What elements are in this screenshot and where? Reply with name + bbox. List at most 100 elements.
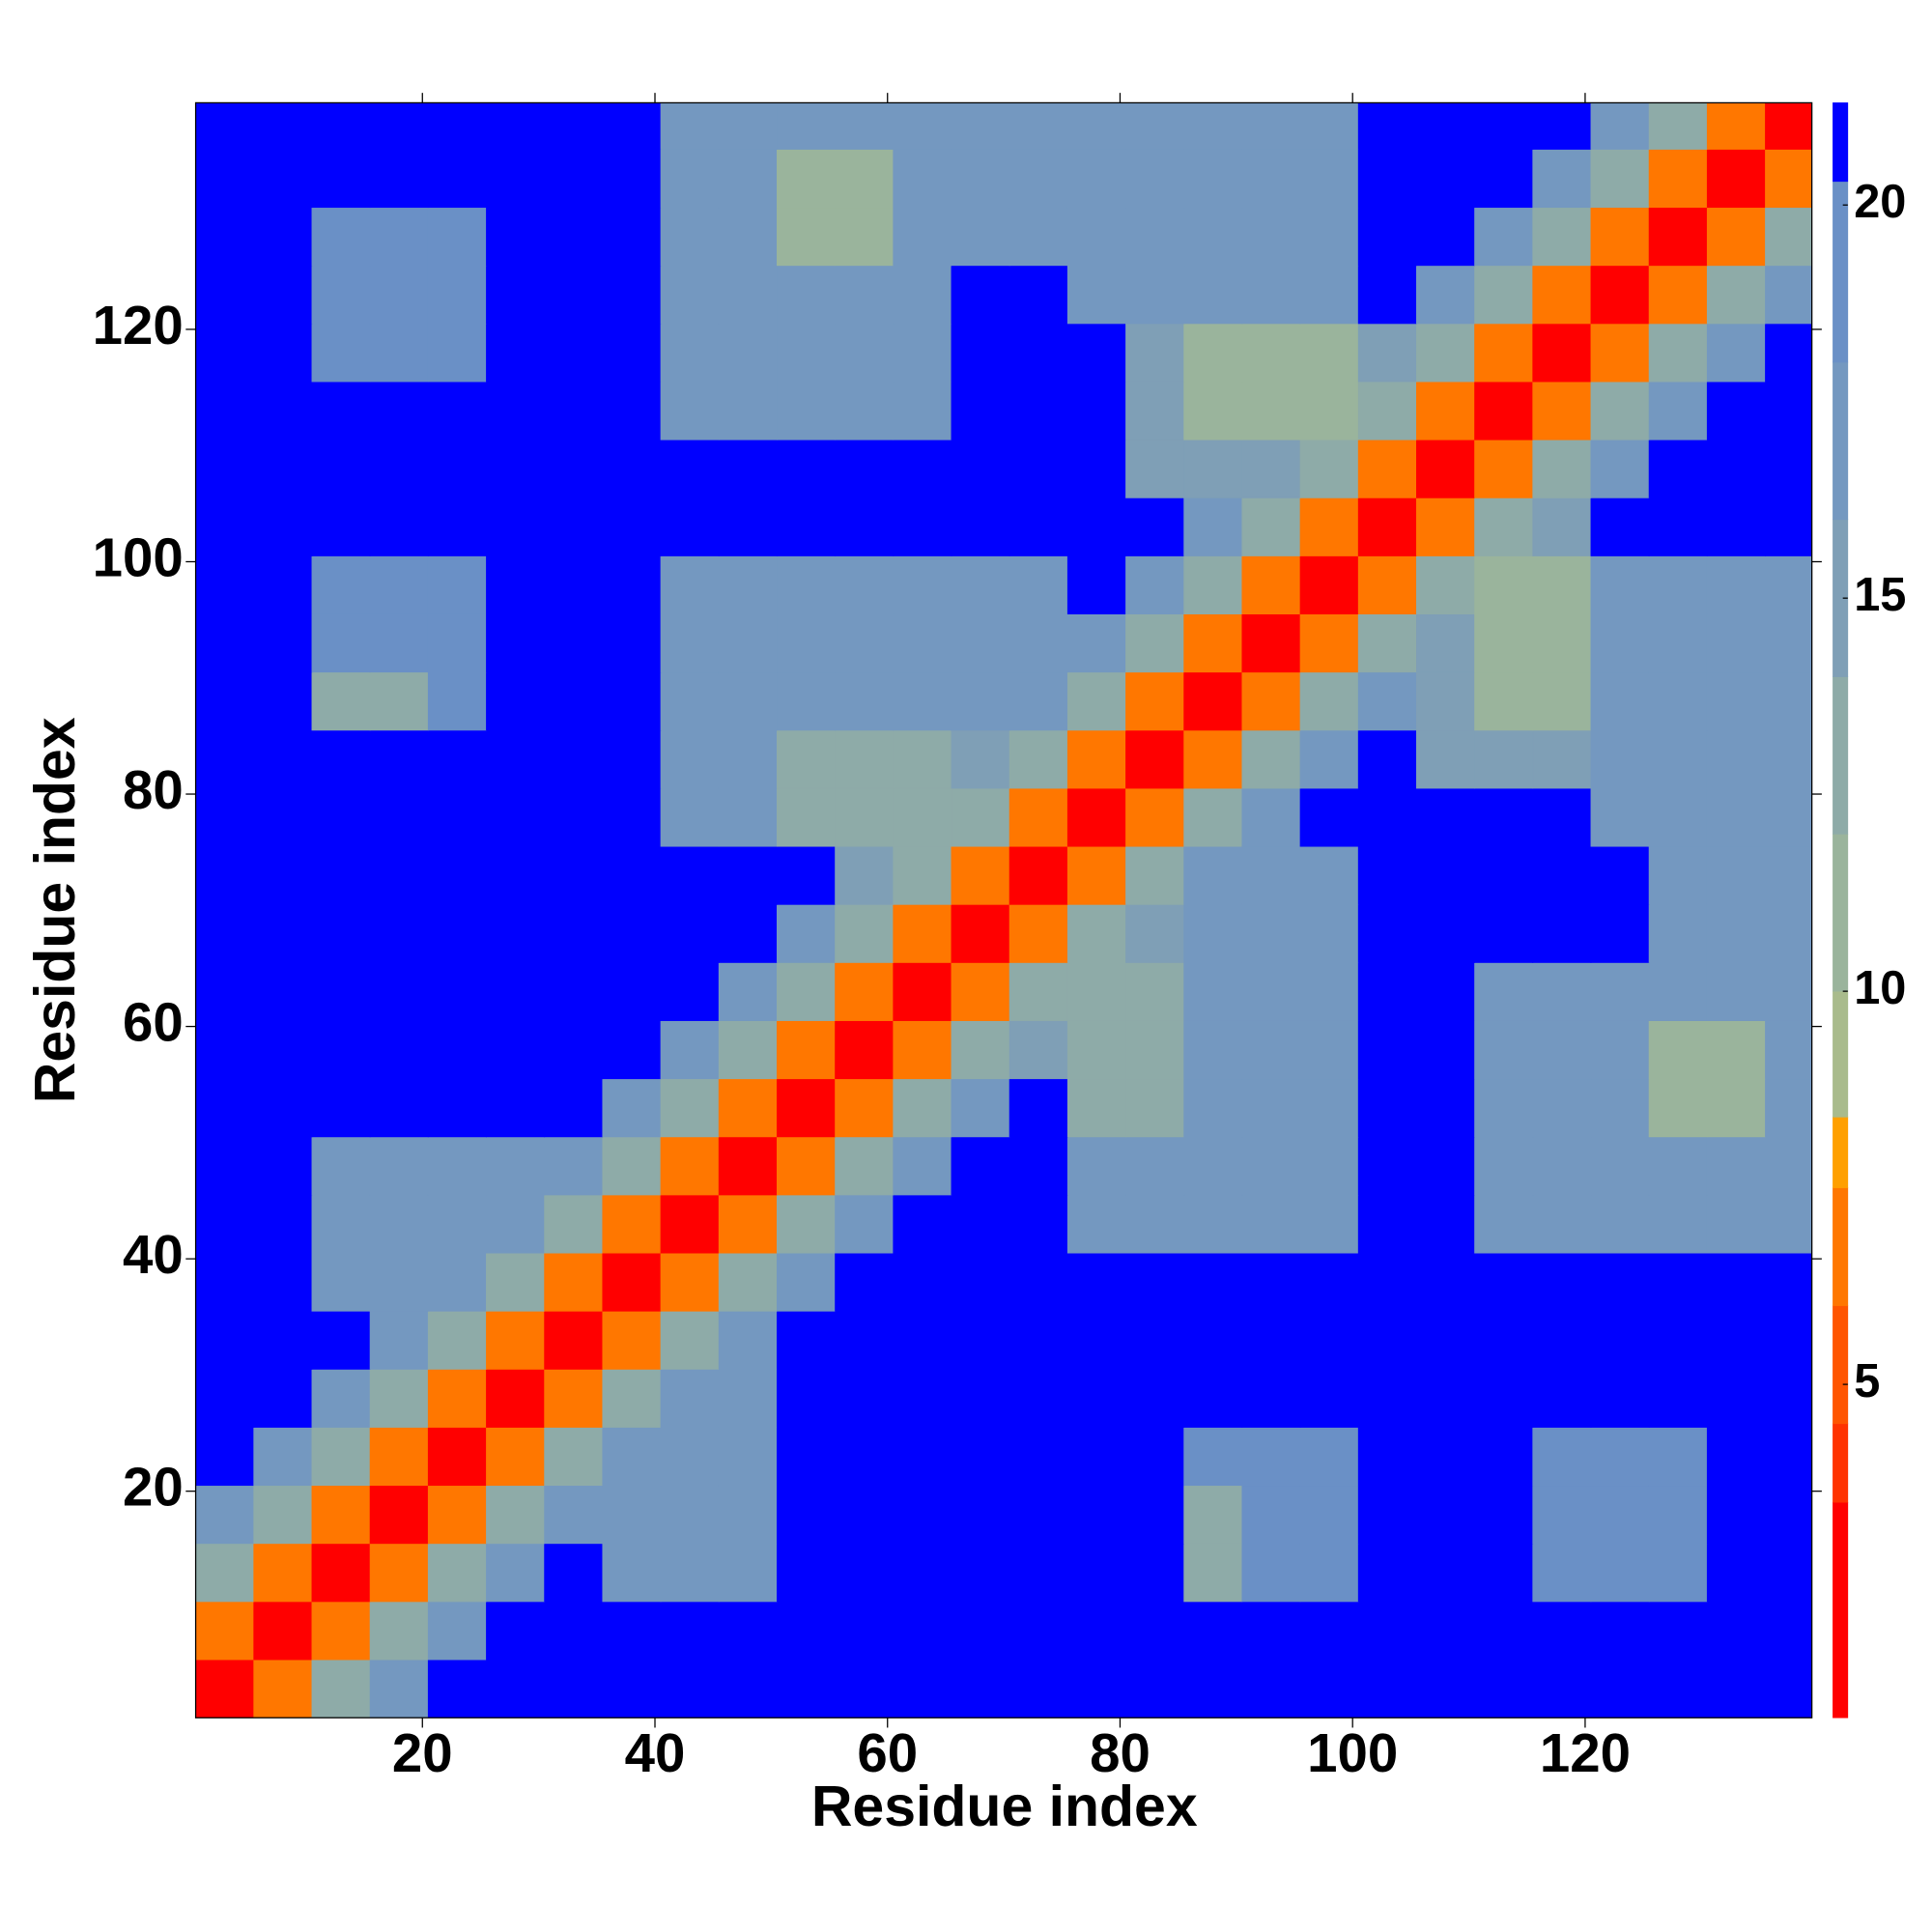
heatmap-cell: [195, 845, 255, 905]
heatmap-cell: [311, 1427, 371, 1487]
heatmap-cell: [893, 845, 952, 905]
heatmap-cell: [1474, 729, 1534, 789]
heatmap-cell: [1532, 555, 1592, 614]
heatmap-cell: [544, 1601, 604, 1661]
heatmap-cell: [893, 962, 952, 1021]
heatmap-cell: [311, 1136, 371, 1196]
heatmap-cell: [1590, 729, 1650, 789]
heatmap-cell: [427, 265, 487, 325]
heatmap-cell: [1357, 1543, 1417, 1603]
heatmap-cell: [777, 265, 836, 325]
heatmap-cell: [1648, 265, 1708, 325]
heatmap-cell: [718, 1369, 778, 1428]
heatmap-cell: [1299, 845, 1359, 905]
heatmap-cell: [1532, 787, 1592, 847]
heatmap-cell: [1765, 1427, 1812, 1487]
heatmap-cell: [1590, 207, 1650, 267]
heatmap-cell: [311, 323, 371, 383]
heatmap-cell: [1765, 1078, 1812, 1138]
heatmap-cell: [486, 729, 546, 789]
heatmap-cell: [1299, 1659, 1359, 1719]
heatmap-cell: [1357, 1078, 1417, 1138]
heatmap-cell: [1183, 1136, 1243, 1196]
heatmap-cell: [893, 1194, 952, 1254]
heatmap-cell: [1706, 1020, 1766, 1080]
heatmap-cell: [1357, 1020, 1417, 1080]
heatmap-cell: [369, 265, 429, 325]
heatmap-cell: [835, 1543, 895, 1603]
heatmap-cell: [1532, 323, 1592, 383]
heatmap-cell: [1299, 1601, 1359, 1661]
heatmap-cell: [486, 265, 546, 325]
heatmap-cell: [544, 149, 604, 209]
heatmap-cell: [602, 1543, 662, 1603]
heatmap-cell: [1299, 1369, 1359, 1428]
heatmap-cell: [544, 845, 604, 905]
heatmap-cell: [1066, 1194, 1126, 1254]
x-tick-label: 40: [625, 1722, 686, 1783]
colorbar-segment: [1833, 1305, 1849, 1425]
heatmap-cell: [893, 207, 952, 267]
heatmap-cell: [427, 1659, 487, 1719]
heatmap-cell: [1416, 1369, 1475, 1428]
heatmap-cell: [718, 671, 778, 731]
heatmap-cell: [1765, 265, 1812, 325]
heatmap-cell: [544, 381, 604, 440]
heatmap-cell: [1241, 1369, 1301, 1428]
heatmap-cell: [718, 962, 778, 1021]
heatmap-cell: [1241, 1020, 1301, 1080]
heatmap-cell: [427, 613, 487, 673]
heatmap-cell: [951, 323, 1010, 383]
heatmap-cell: [660, 787, 720, 847]
heatmap-cell: [1183, 962, 1243, 1021]
heatmap-cell: [1765, 1194, 1812, 1254]
heatmap-cell: [1009, 613, 1068, 673]
heatmap-cell: [1009, 323, 1068, 383]
heatmap-cell: [544, 102, 604, 150]
heatmap-cell: [195, 497, 255, 556]
heatmap-cell: [718, 149, 778, 209]
heatmap-cell: [777, 555, 836, 614]
heatmap-cell: [1066, 1078, 1126, 1138]
heatmap-cell: [1532, 1601, 1592, 1661]
y-tick-label: 80: [123, 759, 184, 820]
heatmap-cell: [1357, 787, 1417, 847]
heatmap-cell: [951, 1601, 1010, 1661]
heatmap-cell: [427, 1020, 487, 1080]
heatmap-cell: [486, 1310, 546, 1370]
colorbar-tick-label: 10: [1854, 962, 1906, 1014]
heatmap-cell: [602, 439, 662, 498]
heatmap-cell: [660, 265, 720, 325]
heatmap-cell: [1532, 1252, 1592, 1312]
heatmap-cell: [1009, 1369, 1068, 1428]
y-tick-label: 120: [93, 295, 184, 355]
heatmap-cell: [1183, 1427, 1243, 1487]
heatmap-cell: [253, 1427, 313, 1487]
heatmap-cell: [777, 1485, 836, 1545]
heatmap-cell: [1648, 671, 1708, 731]
heatmap-cell: [1066, 265, 1126, 325]
heatmap-cell: [602, 1485, 662, 1545]
heatmap-cell: [1066, 1659, 1126, 1719]
heatmap-cell: [1009, 1659, 1068, 1719]
heatmap-cell: [1299, 1252, 1359, 1312]
heatmap-cell: [1590, 497, 1650, 556]
heatmap-cell: [1009, 729, 1068, 789]
heatmap-cell: [660, 1659, 720, 1719]
heatmap-cell: [1183, 1485, 1243, 1545]
heatmap-cell: [427, 497, 487, 556]
heatmap-cell: [1765, 439, 1812, 498]
heatmap-cell: [427, 1252, 487, 1312]
heatmap-cell: [718, 613, 778, 673]
heatmap-cell: [1590, 1659, 1650, 1719]
heatmap-cell: [195, 787, 255, 847]
heatmap-cell: [777, 1369, 836, 1428]
heatmap-cell: [1706, 439, 1766, 498]
heatmap-cell: [777, 207, 836, 267]
heatmap-cell: [1241, 1136, 1301, 1196]
heatmap-cell: [1532, 1427, 1592, 1487]
heatmap-cell: [951, 845, 1010, 905]
heatmap-cell: [1357, 613, 1417, 673]
heatmap-cell: [195, 323, 255, 383]
